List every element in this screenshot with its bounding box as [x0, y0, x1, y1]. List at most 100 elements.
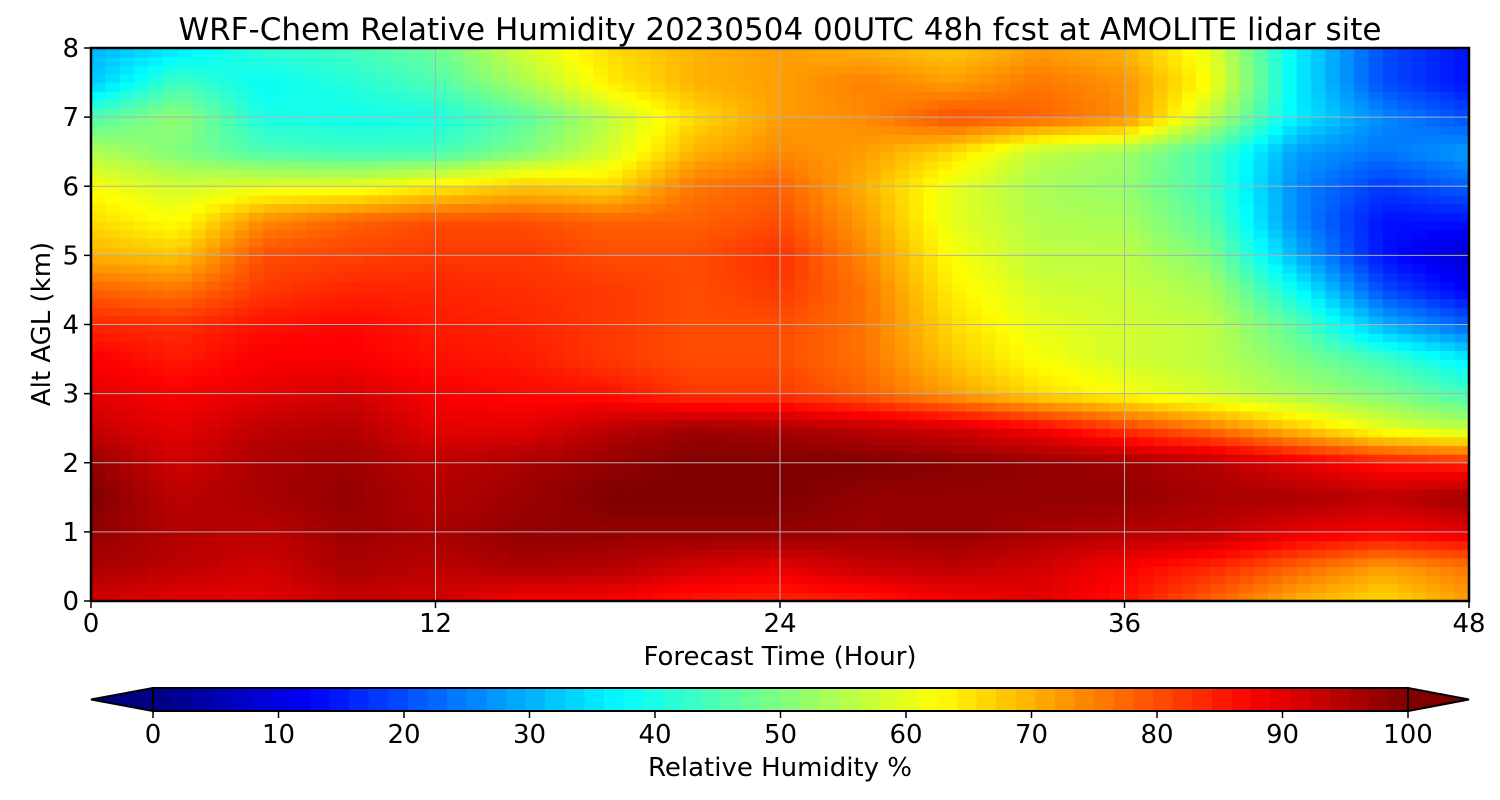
- heatmap-cell: [980, 376, 996, 386]
- heatmap-cell: [220, 186, 236, 196]
- heatmap-cell: [378, 575, 394, 585]
- heatmap-cell: [277, 341, 293, 352]
- heatmap-cell: [1253, 428, 1269, 438]
- heatmap-cell: [363, 160, 379, 170]
- heatmap-cell: [378, 246, 394, 256]
- heatmap-cell: [1024, 212, 1039, 222]
- heatmap-cell: [1038, 177, 1054, 187]
- heatmap-cell: [937, 272, 953, 282]
- heatmap-cell: [119, 298, 135, 308]
- heatmap-cell: [837, 333, 853, 343]
- heatmap-cell: [449, 540, 465, 550]
- heatmap-cell: [823, 194, 839, 205]
- heatmap-cell: [248, 505, 264, 516]
- heatmap-cell: [105, 445, 121, 455]
- heatmap-cell: [736, 168, 752, 179]
- heatmap-cell: [736, 436, 752, 447]
- heatmap-cell: [550, 160, 566, 170]
- heatmap-cell: [492, 194, 508, 205]
- heatmap-cell: [1138, 203, 1154, 213]
- heatmap-cell: [693, 220, 709, 231]
- heatmap-cell: [679, 238, 695, 248]
- heatmap-cell: [995, 281, 1011, 291]
- heatmap-cell: [1167, 264, 1183, 274]
- heatmap-cell: [1196, 367, 1212, 377]
- heatmap-cell: [1239, 462, 1255, 472]
- heatmap-cell: [679, 194, 695, 205]
- heatmap-cell: [435, 523, 451, 533]
- heatmap-cell: [665, 203, 681, 213]
- heatmap-cell: [780, 505, 795, 516]
- heatmap-cell: [191, 514, 207, 524]
- heatmap-cell: [507, 220, 523, 231]
- heatmap-cell: [980, 333, 996, 343]
- heatmap-cell: [679, 480, 695, 490]
- heatmap-cell: [263, 229, 279, 239]
- heatmap-cell: [234, 436, 250, 447]
- heatmap-cell: [435, 333, 451, 343]
- heatmap-cell: [521, 402, 537, 412]
- heatmap-cell: [593, 341, 609, 352]
- heatmap-cell: [1124, 393, 1140, 403]
- heatmap-cell: [1181, 514, 1197, 524]
- heatmap-cell: [1124, 255, 1140, 265]
- heatmap-cell: [220, 255, 236, 265]
- heatmap-cell: [1282, 168, 1298, 179]
- heatmap-cell: [1038, 281, 1054, 291]
- heatmap-cell: [1425, 583, 1441, 593]
- heatmap-cell: [808, 341, 824, 352]
- heatmap-cell: [320, 212, 336, 222]
- heatmap-cell: [1009, 238, 1025, 248]
- heatmap-cell: [564, 350, 580, 360]
- heatmap-cell: [277, 212, 293, 222]
- heatmap-cell: [1368, 488, 1384, 498]
- heatmap-cell: [220, 298, 236, 308]
- heatmap-cell: [780, 514, 795, 524]
- heatmap-cell: [1138, 428, 1154, 438]
- heatmap-cell: [406, 436, 422, 447]
- heatmap-cell: [1425, 514, 1441, 524]
- heatmap-cell: [751, 557, 767, 568]
- heatmap-cell: [736, 367, 752, 377]
- heatmap-cell: [406, 186, 422, 196]
- heatmap-cell: [866, 471, 882, 481]
- heatmap-cell: [665, 402, 681, 412]
- heatmap-cell: [464, 514, 480, 524]
- heatmap-cell: [751, 350, 767, 360]
- heatmap-cell: [1325, 367, 1341, 377]
- heatmap-cell: [277, 566, 293, 576]
- heatmap-cell: [1181, 186, 1197, 196]
- heatmap-cell: [880, 289, 896, 300]
- heatmap-cell: [105, 238, 121, 248]
- heatmap-cell: [1224, 212, 1240, 222]
- heatmap-cell: [148, 540, 164, 550]
- heatmap-cell: [1224, 428, 1240, 438]
- heatmap-cell: [1009, 514, 1025, 524]
- heatmap-cell: [1124, 376, 1140, 386]
- heatmap-cell: [693, 505, 709, 516]
- heatmap-cell: [220, 480, 236, 490]
- heatmap-cell: [995, 523, 1011, 533]
- heatmap-cell: [1067, 289, 1083, 300]
- heatmap-cell: [277, 350, 293, 360]
- heatmap-cell: [650, 367, 666, 377]
- heatmap-cell: [277, 436, 293, 447]
- heatmap-cell: [1368, 471, 1384, 481]
- heatmap-cell: [823, 341, 839, 352]
- heatmap-cell: [464, 160, 480, 170]
- heatmap-cell: [564, 212, 580, 222]
- heatmap-cell: [1382, 445, 1398, 455]
- heatmap-cell: [708, 436, 724, 447]
- heatmap-cell: [177, 540, 193, 550]
- heatmap-cell: [808, 402, 824, 412]
- heatmap-cell: [1296, 367, 1312, 377]
- heatmap-cell: [909, 523, 925, 533]
- heatmap-cell: [1397, 359, 1413, 369]
- heatmap-cell: [435, 445, 451, 455]
- heatmap-cell: [1268, 505, 1283, 516]
- heatmap-cell: [392, 333, 408, 343]
- heatmap-cell: [349, 384, 365, 395]
- heatmap-cell: [622, 350, 638, 360]
- heatmap-cell: [550, 151, 566, 161]
